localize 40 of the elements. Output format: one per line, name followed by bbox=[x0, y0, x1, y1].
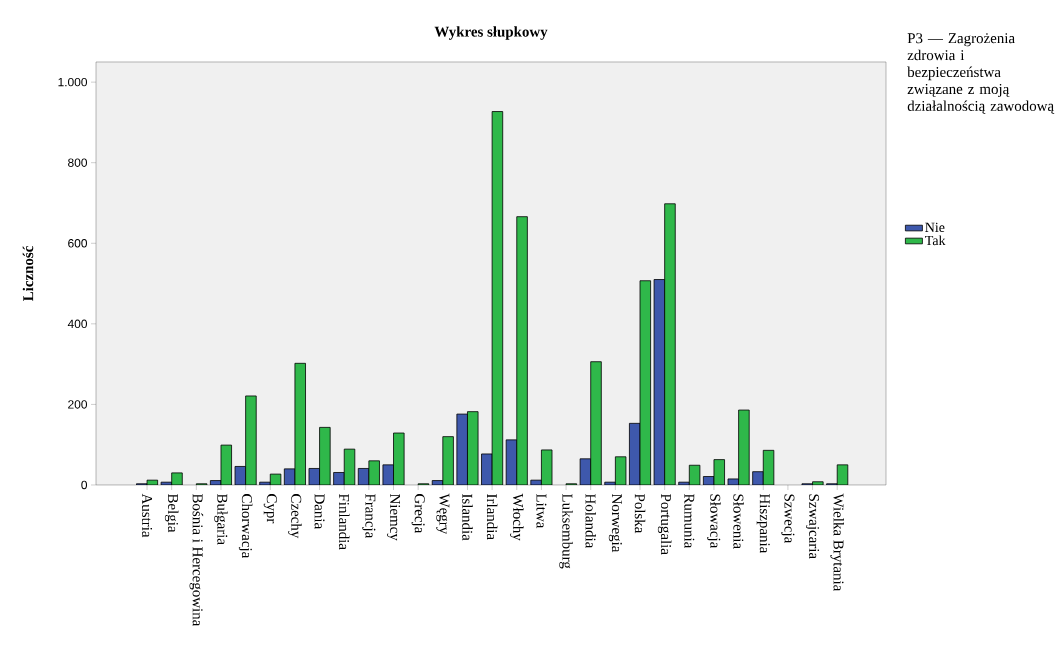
x-tick-label: Islandia bbox=[462, 494, 473, 541]
x-tick-label: Holandia bbox=[585, 493, 596, 549]
x-tick-label: Wielka Brytania bbox=[830, 493, 844, 592]
x-tick-label: Finlandia bbox=[338, 493, 350, 550]
x-tick-label: Portugalia bbox=[657, 493, 672, 555]
x-tick-label: Francja bbox=[362, 493, 376, 539]
x-tick-label: Chorwacja bbox=[238, 494, 253, 559]
y-tick-label: 200 bbox=[68, 400, 88, 409]
y-tick-label: 600 bbox=[68, 239, 88, 248]
chart-title: Wykres słupkowy bbox=[434, 26, 548, 40]
x-tick-label: Dania bbox=[314, 493, 325, 529]
x-tick-label: Litwa bbox=[536, 493, 547, 529]
x-tick-label: Bułgaria bbox=[214, 493, 228, 545]
y-tick-label: 0 bbox=[81, 480, 88, 490]
x-tick-label: Luksemburg bbox=[559, 493, 573, 569]
x-tick-label: Grecja bbox=[411, 494, 425, 534]
legend-title: P3 — Zagrożenia zdrowia i bezpieczeństwa związane z moją działalnością zawodową bbox=[907, 33, 1055, 114]
x-tick-label: Irlandia bbox=[486, 494, 498, 540]
x-tick-label: Szwajcaria bbox=[806, 494, 820, 559]
x-tick-label: Belgia bbox=[164, 493, 179, 533]
x-tick-label: Słowenia bbox=[733, 494, 744, 549]
y-tick-label: 800 bbox=[68, 158, 88, 167]
x-tick-label: Węgry bbox=[436, 493, 450, 535]
y-tick-label: 1.000 bbox=[58, 77, 88, 87]
x-tick-label: Bośnia i Hercegowina bbox=[189, 493, 204, 627]
x-tick-label: Austria bbox=[142, 493, 153, 538]
x-tick-label: Niemcy bbox=[386, 493, 401, 541]
x-tick-label: Włochy bbox=[509, 493, 524, 541]
x-tick-label: Polska bbox=[634, 493, 646, 534]
legend-label: Nie bbox=[925, 222, 945, 233]
x-tick-label: Cypr bbox=[263, 494, 277, 524]
x-tick-label: Hiszpania bbox=[756, 493, 770, 554]
y-axis-title: Liczność bbox=[22, 246, 34, 302]
x-tick-label: Szwecja bbox=[781, 494, 795, 544]
x-tick-label: Słowacja bbox=[707, 494, 721, 549]
legend-label: Tak bbox=[925, 235, 946, 246]
y-tick-label: 400 bbox=[67, 319, 88, 329]
x-tick-label: Rumunia bbox=[684, 493, 695, 549]
x-tick-label: Czechy bbox=[288, 494, 302, 539]
x-tick-label: Norwegia bbox=[608, 493, 622, 553]
